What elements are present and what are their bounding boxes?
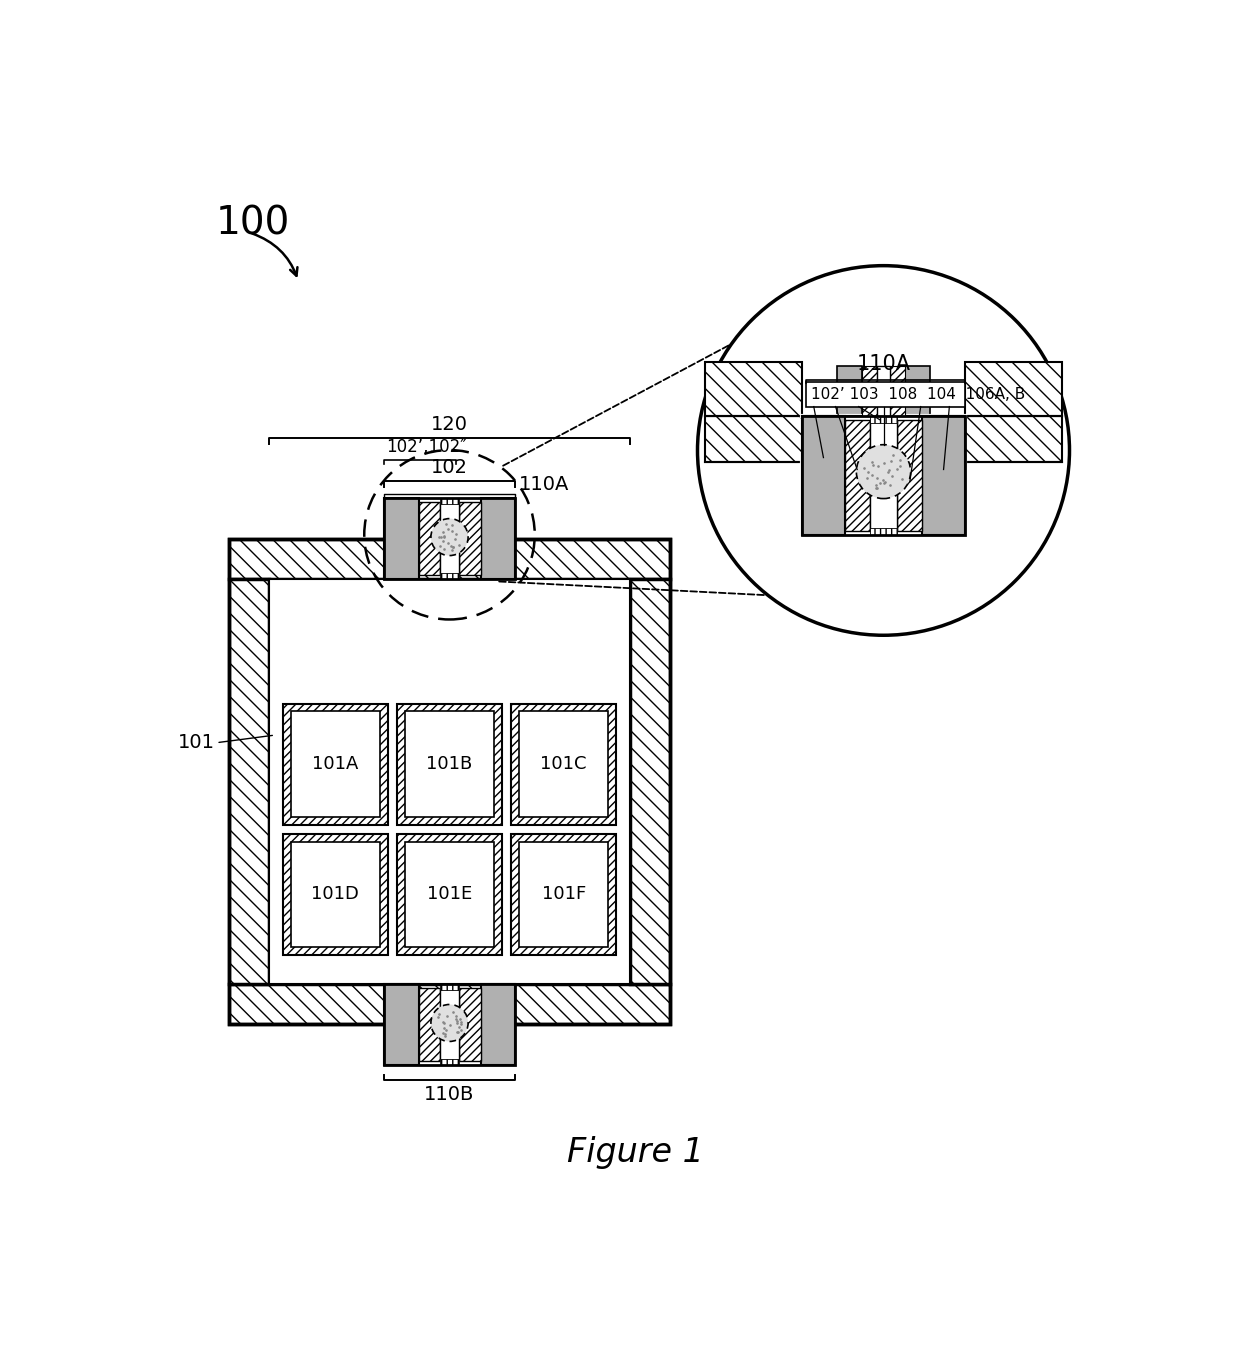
Bar — [511, 704, 616, 825]
Bar — [459, 988, 481, 1062]
Bar — [706, 416, 1061, 462]
Bar — [440, 498, 459, 504]
Bar — [459, 502, 481, 575]
Text: 101: 101 — [177, 734, 215, 753]
Text: 101C: 101C — [541, 756, 587, 773]
Text: 102’,102″: 102’,102″ — [386, 437, 466, 456]
Text: Figure 1: Figure 1 — [567, 1136, 704, 1170]
Bar — [283, 704, 388, 825]
Bar — [228, 984, 671, 1024]
Bar — [404, 711, 495, 816]
Bar — [397, 704, 502, 825]
Bar — [481, 984, 516, 1064]
Bar — [419, 988, 440, 1062]
Bar — [965, 362, 1061, 416]
Bar — [383, 984, 516, 1064]
Text: 120: 120 — [432, 414, 467, 433]
Bar — [802, 416, 965, 535]
Bar — [440, 1059, 459, 1064]
Text: 110B: 110B — [424, 1085, 475, 1104]
Bar — [383, 984, 419, 1064]
Bar — [511, 834, 616, 955]
FancyArrowPatch shape — [252, 233, 298, 276]
Text: 100: 100 — [216, 204, 290, 242]
Bar — [397, 834, 502, 955]
Bar — [862, 366, 878, 416]
Bar — [869, 528, 898, 535]
Bar — [269, 580, 630, 984]
Text: 101A: 101A — [312, 756, 358, 773]
Bar — [905, 366, 930, 416]
Bar — [806, 382, 965, 406]
Text: 110A: 110A — [857, 355, 910, 374]
Bar — [520, 842, 609, 946]
Bar — [440, 502, 459, 575]
Bar — [383, 498, 419, 580]
Text: 102: 102 — [432, 458, 467, 477]
Text: 102’ 103  108  104  106A, B: 102’ 103 108 104 106A, B — [811, 387, 1025, 402]
Bar — [269, 580, 630, 984]
Text: 101F: 101F — [542, 886, 585, 903]
Bar — [869, 421, 898, 531]
Bar — [878, 366, 890, 416]
Bar — [837, 366, 862, 416]
Bar — [869, 416, 898, 422]
Bar — [228, 539, 671, 580]
Bar — [228, 580, 269, 984]
Text: 101E: 101E — [427, 886, 472, 903]
Circle shape — [432, 1005, 469, 1041]
Bar — [440, 988, 459, 1062]
Bar — [290, 711, 379, 816]
Bar — [630, 580, 671, 984]
Bar — [520, 711, 609, 816]
Circle shape — [697, 265, 1069, 635]
Bar — [419, 502, 440, 575]
Circle shape — [432, 519, 469, 555]
Bar — [706, 362, 802, 416]
Bar — [844, 421, 869, 531]
Text: 110A: 110A — [520, 475, 569, 494]
Bar — [923, 416, 965, 535]
Bar — [404, 842, 495, 946]
Bar — [481, 498, 516, 580]
Bar — [383, 498, 516, 580]
Circle shape — [857, 444, 910, 498]
Bar — [802, 416, 844, 535]
Bar — [440, 984, 459, 990]
Bar — [802, 416, 965, 462]
Bar — [290, 842, 379, 946]
Text: 101D: 101D — [311, 886, 360, 903]
Bar — [440, 573, 459, 580]
Bar — [898, 421, 923, 531]
Text: 101B: 101B — [427, 756, 472, 773]
Bar — [283, 834, 388, 955]
Bar — [228, 539, 671, 1024]
Bar — [890, 366, 905, 416]
